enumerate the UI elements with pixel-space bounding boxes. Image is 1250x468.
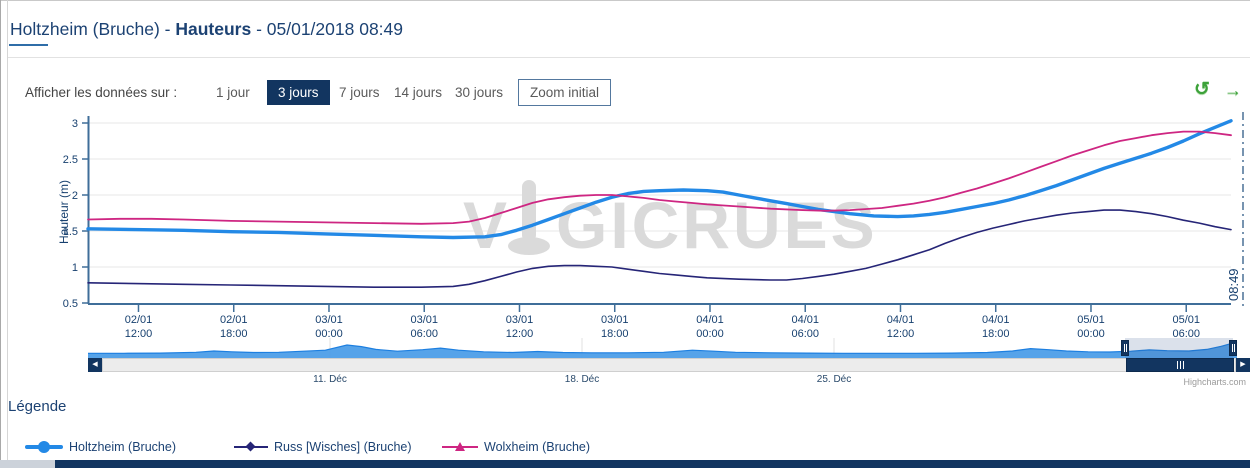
scrollbar-left-arrow-button[interactable]: ◀ (88, 358, 102, 372)
scrollbar-track[interactable] (102, 358, 1236, 372)
title-underline (9, 44, 48, 46)
scrollbar-thumb[interactable] (1126, 358, 1234, 372)
page-title: Holtzheim (Bruche) - Hauteurs - 05/01/20… (10, 19, 404, 39)
x-tick-date-label: 04/01 (982, 314, 1010, 326)
reload-icon[interactable]: ↺ (1194, 79, 1210, 100)
triangle-marker-icon (455, 442, 465, 451)
scrollbar-right-arrow-button[interactable]: ▶ (1236, 358, 1250, 372)
diamond-marker-icon (245, 441, 256, 452)
x-tick-date-label: 04/01 (887, 314, 915, 326)
x-tick-time-label: 12:00 (125, 328, 153, 340)
legend-line-magenta (442, 442, 478, 451)
highcharts-credits-link[interactable]: Highcharts.com (1183, 377, 1246, 387)
series-wolxheim-bruche[interactable] (87, 130, 1232, 225)
y-tick-label: 3 (72, 118, 78, 130)
title-separator (8, 57, 1250, 58)
y-tick-label: 1.5 (63, 226, 78, 238)
footer-left-segment (0, 460, 55, 468)
zoom-initial-button[interactable]: Zoom initial (518, 79, 612, 106)
legend-line-navy (234, 441, 268, 452)
y-tick-label: 2 (72, 190, 78, 202)
circle-marker-icon (38, 441, 50, 453)
legend-item-wolxheim: Wolxheim (Bruche) (442, 438, 590, 456)
station-name: Holtzheim (Bruche) (10, 19, 160, 39)
duration-option-3-jours-selected[interactable]: 3 jours (267, 80, 330, 105)
x-tick-time-label: 06:00 (410, 328, 438, 340)
footer-bar (55, 460, 1250, 468)
duration-option-7-jours[interactable]: 7 jours (339, 85, 380, 100)
x-tick-time-label: 00:00 (696, 328, 724, 340)
forward-arrow-icon[interactable]: → (1224, 80, 1242, 100)
x-tick-date-label: 05/01 (1077, 314, 1105, 326)
panel-left-border (7, 0, 8, 468)
navigator-right-handle[interactable] (1229, 340, 1237, 356)
legend-line-blue (25, 441, 63, 453)
navigator-date-label: 25. Déc (817, 374, 851, 385)
series-holtzheim-bruche[interactable] (86, 119, 1233, 240)
navigator-selected-window[interactable] (1125, 338, 1233, 358)
x-tick-date-label: 03/01 (410, 314, 438, 326)
legend-heading: Légende (8, 398, 67, 415)
page-top-border (0, 0, 1250, 1)
x-tick-date-label: 03/01 (601, 314, 629, 326)
series-russ-wisches-bruche[interactable] (87, 209, 1232, 289)
vigicrues-watermark: V (463, 188, 510, 262)
navigator-date-label: 18. Déc (565, 374, 599, 385)
navigator-date-label: 11. Déc (313, 374, 347, 385)
navigator-left-handle[interactable] (1121, 340, 1129, 356)
watermark-gauge-icon (522, 180, 536, 242)
x-tick-time-label: 00:00 (315, 328, 343, 340)
x-tick-date-label: 03/01 (315, 314, 343, 326)
navigator-area-series[interactable] (88, 341, 1237, 358)
x-tick-date-label: 04/01 (696, 314, 724, 326)
x-tick-date-label: 04/01 (791, 314, 819, 326)
page-left-border (0, 0, 1, 468)
measure-type: Hauteurs (175, 19, 252, 39)
x-tick-time-label: 06:00 (791, 328, 819, 340)
x-tick-time-label: 12:00 (506, 328, 534, 340)
x-tick-date-label: 03/01 (506, 314, 534, 326)
x-tick-time-label: 06:00 (1172, 328, 1200, 340)
x-tick-date-label: 05/01 (1172, 314, 1200, 326)
duration-option-30-jours[interactable]: 30 jours (455, 85, 504, 100)
navigator-area-outline (88, 341, 1238, 354)
y-tick-label: 0.5 (63, 298, 78, 310)
y-axis-title: Hauteur (m) (57, 180, 71, 244)
current-time-label: 08:49 (1226, 268, 1241, 301)
title-datetime: 05/01/2018 08:49 (266, 19, 404, 39)
x-tick-date-label: 02/01 (125, 314, 153, 326)
y-tick-label: 2.5 (63, 154, 78, 166)
duration-selector-label: Afficher les données sur : (25, 85, 178, 100)
x-tick-time-label: 18:00 (601, 328, 629, 340)
watermark-gauge-base (508, 237, 550, 255)
x-tick-date-label: 02/01 (220, 314, 248, 326)
x-tick-time-label: 12:00 (887, 328, 915, 340)
duration-option-1-jour[interactable]: 1 jour (216, 85, 250, 100)
duration-option-14-jours[interactable]: 14 jours (394, 85, 443, 100)
x-tick-time-label: 00:00 (1077, 328, 1105, 340)
x-tick-time-label: 18:00 (220, 328, 248, 340)
x-tick-time-label: 18:00 (982, 328, 1010, 340)
legend-item-holtzheim: Holtzheim (Bruche) (25, 438, 176, 456)
vigicrues-watermark-2: GICRUES (556, 188, 878, 262)
y-tick-label: 1 (72, 262, 78, 274)
legend-item-russ-wisches: Russ [Wisches] (Bruche) (234, 438, 412, 456)
